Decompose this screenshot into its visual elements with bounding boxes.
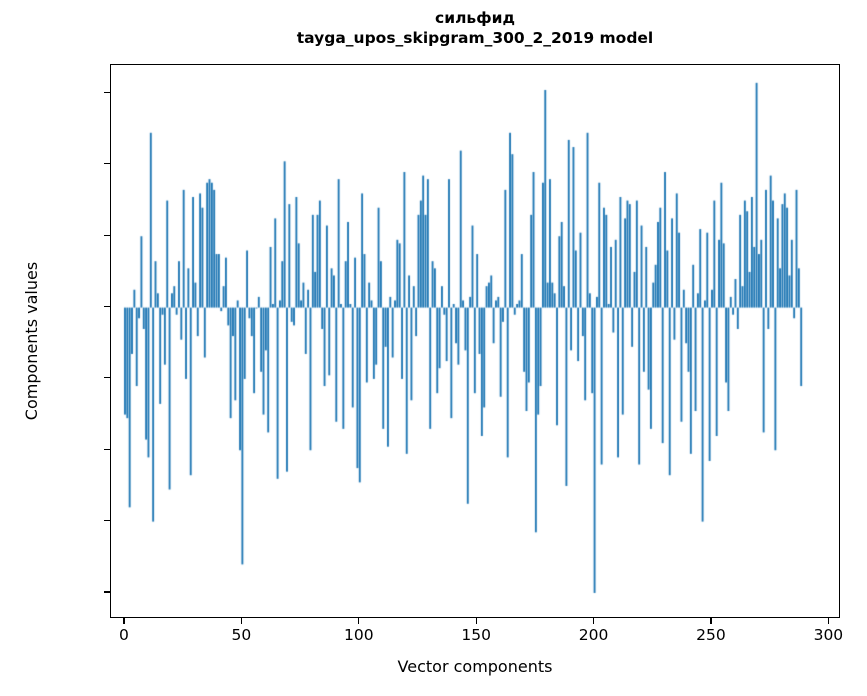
- y-tick-mark: [104, 306, 110, 308]
- x-tick-mark: [710, 618, 712, 624]
- bar-series-canvas: [111, 65, 839, 617]
- y-axis-label: Components values: [22, 261, 41, 421]
- y-tick-mark: [104, 91, 110, 94]
- x-tick-mark: [123, 618, 125, 624]
- y-tick-mark: [104, 520, 110, 522]
- chart-title-line-1: сильфид: [435, 9, 515, 27]
- y-tick-mark: [104, 234, 110, 236]
- x-axis-label: Vector components: [397, 657, 553, 676]
- x-tick-label: 50: [231, 626, 252, 644]
- x-tick-label: 150: [461, 626, 491, 644]
- x-tick-mark: [240, 618, 242, 624]
- chart-title: сильфид tayga_upos_skipgram_300_2_2019 m…: [110, 8, 840, 48]
- y-tick-mark: [104, 163, 110, 165]
- y-tick-mark: [104, 591, 110, 593]
- y-tick-mark: [104, 377, 110, 379]
- x-tick-label: 250: [696, 626, 726, 644]
- x-tick-mark: [358, 618, 360, 624]
- x-tick-label: 100: [343, 626, 374, 644]
- x-tick-label: 0: [119, 626, 129, 644]
- x-tick-mark: [593, 618, 595, 624]
- x-tick-label: 200: [578, 626, 609, 644]
- x-tick-mark: [475, 618, 477, 624]
- plot-area: [110, 64, 840, 618]
- x-tick-label: 300: [813, 626, 844, 644]
- chart-title-line-2: tayga_upos_skipgram_300_2_2019 model: [296, 29, 654, 47]
- y-tick-mark: [104, 448, 110, 450]
- x-tick-mark: [827, 618, 829, 624]
